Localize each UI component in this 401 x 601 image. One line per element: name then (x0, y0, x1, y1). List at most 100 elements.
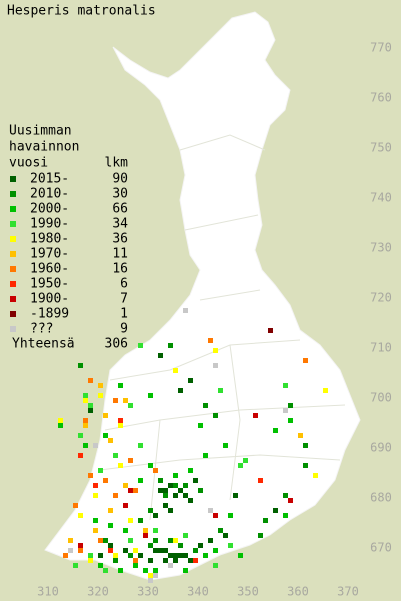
observation-square (283, 493, 288, 498)
observation-square (88, 403, 93, 408)
observation-square (118, 423, 123, 428)
observation-square (303, 463, 308, 468)
legend-label: 1980- (30, 232, 69, 247)
y-tick-label: 740 (370, 191, 392, 205)
observation-square (123, 528, 128, 533)
observation-square (138, 518, 143, 523)
observation-square (143, 528, 148, 533)
observation-square (83, 423, 88, 428)
observation-square (103, 478, 108, 483)
observation-square (168, 343, 173, 348)
y-tick-label: 720 (370, 291, 392, 305)
finland-outline (44, 11, 361, 581)
observation-square (143, 533, 148, 538)
observation-square (123, 483, 128, 488)
observation-square (103, 413, 108, 418)
legend-swatch (10, 206, 16, 212)
observation-square (198, 543, 203, 548)
observation-square (123, 548, 128, 553)
observation-square (213, 513, 218, 518)
observation-square (233, 493, 238, 498)
observation-square (123, 503, 128, 508)
legend-count-header: lkm (105, 156, 129, 171)
observation-square (178, 553, 183, 558)
observation-square (83, 398, 88, 403)
y-tick-label: 690 (370, 441, 392, 455)
x-tick-label: 350 (237, 585, 259, 599)
observation-square (138, 553, 143, 558)
observation-square (78, 548, 83, 553)
observation-square (173, 553, 178, 558)
legend-count: 36 (112, 232, 128, 247)
legend-count: 34 (112, 217, 128, 232)
observation-square (133, 563, 138, 568)
legend-swatch (10, 176, 16, 182)
y-tick-label: 760 (370, 91, 392, 105)
legend-header: havainnon (9, 140, 79, 155)
observation-square (58, 423, 63, 428)
legend-header: vuosi (9, 156, 48, 171)
observation-square (198, 488, 203, 493)
y-tick-label: 770 (370, 41, 392, 55)
observation-square (113, 453, 118, 458)
region-borders (99, 134, 346, 521)
observation-square (263, 518, 268, 523)
observation-square (303, 443, 308, 448)
observation-square (133, 548, 138, 553)
observation-square (288, 498, 293, 503)
observation-square (128, 538, 133, 543)
observation-square (203, 453, 208, 458)
legend-swatch (10, 221, 16, 227)
legend-swatch (10, 251, 16, 257)
observation-square (323, 388, 328, 393)
observation-square (103, 433, 108, 438)
observation-square (168, 563, 173, 568)
legend-count: 30 (112, 187, 128, 202)
legend-swatch (10, 236, 16, 242)
observation-square (183, 533, 188, 538)
observation-square (283, 513, 288, 518)
observation-square (208, 338, 213, 343)
legend-label: ??? (30, 322, 53, 337)
observation-square (108, 438, 113, 443)
observation-square (78, 453, 83, 458)
observation-square (118, 568, 123, 573)
observation-square (273, 428, 278, 433)
y-tick-label: 730 (370, 241, 392, 255)
observation-square (303, 358, 308, 363)
legend-swatch (10, 311, 16, 317)
observation-square (268, 328, 273, 333)
legend-count: 90 (112, 172, 128, 187)
total-count: 306 (105, 337, 128, 352)
observation-square (78, 513, 83, 518)
observation-square (123, 398, 128, 403)
observation-square (148, 558, 153, 563)
observation-square (188, 498, 193, 503)
observation-squares (58, 308, 328, 583)
observation-square (228, 543, 233, 548)
observation-square (138, 343, 143, 348)
observation-square (88, 553, 93, 558)
legend-swatch (10, 326, 16, 332)
observation-square (153, 513, 158, 518)
observation-square (83, 418, 88, 423)
y-tick-label: 670 (370, 541, 392, 555)
legend-label: 2000- (30, 202, 69, 217)
observation-square (58, 418, 63, 423)
observation-square (273, 508, 278, 513)
legend-label: 2010- (30, 187, 69, 202)
legend-swatch (10, 296, 16, 302)
observation-square (173, 483, 178, 488)
y-tick-label: 700 (370, 391, 392, 405)
observation-square (148, 573, 153, 578)
observation-square (98, 553, 103, 558)
legend-count: 16 (112, 262, 128, 277)
legend-swatch (10, 266, 16, 272)
legend-label: 2015- (30, 172, 69, 187)
legend-label: 1960- (30, 262, 69, 277)
legend-count: 1 (120, 307, 128, 322)
observation-square (148, 508, 153, 513)
observation-square (163, 503, 168, 508)
observation-square (213, 348, 218, 353)
observation-square (83, 443, 88, 448)
